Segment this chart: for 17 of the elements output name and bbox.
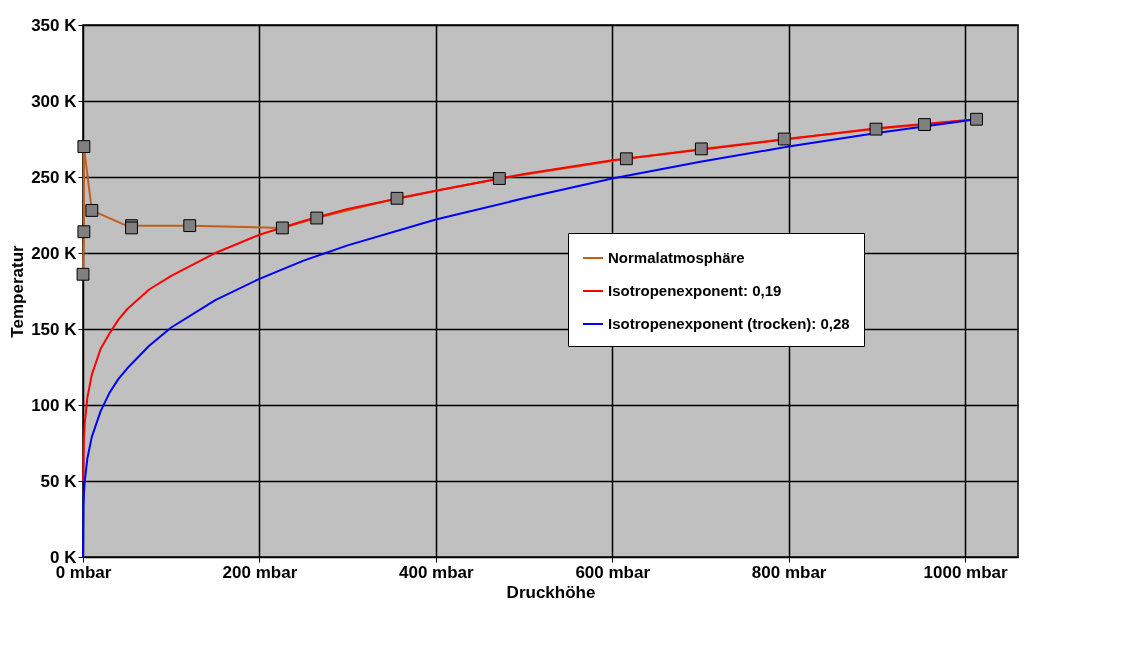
x-tick-label: 400 mbar xyxy=(398,562,475,582)
x-tick-label: 1000 mbar xyxy=(923,562,1009,582)
legend-label: Isotropenexponent (trocken): 0,28 xyxy=(608,315,850,332)
y-tick-label: 200 K xyxy=(31,243,78,263)
x-axis-title: Druckhöhe xyxy=(506,582,596,602)
y-tick-label: 100 K xyxy=(31,395,78,415)
y-tick-label: 250 K xyxy=(31,167,78,187)
y-tick-label: 350 K xyxy=(31,15,78,35)
x-tick-label: 800 mbar xyxy=(751,562,827,582)
y-tick-label: 300 K xyxy=(31,91,78,111)
legend-label: Isotropenexponent: 0,19 xyxy=(608,282,782,299)
y-axis-title: Temperatur xyxy=(8,244,28,338)
legend-label: Normalatmosphäre xyxy=(608,249,745,266)
y-tick-label: 150 K xyxy=(31,319,78,339)
x-tick-label: 200 mbar xyxy=(222,562,298,582)
x-tick-label: 600 mbar xyxy=(575,562,651,582)
y-tick-label: 50 K xyxy=(40,471,78,491)
